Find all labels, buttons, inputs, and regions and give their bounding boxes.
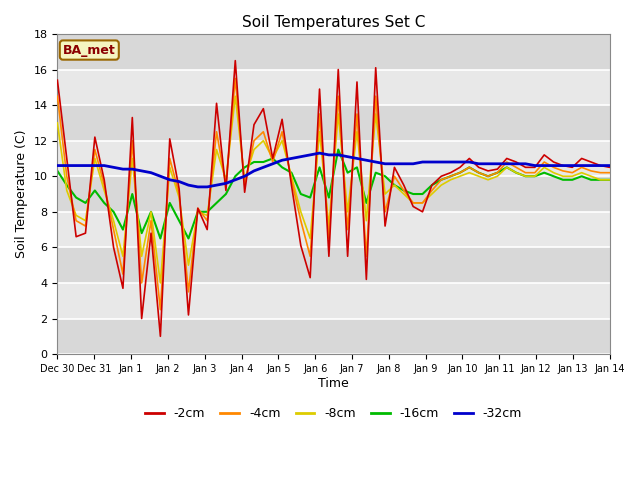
-32cm [204, 184, 211, 190]
-2cm [232, 58, 239, 63]
Text: BA_met: BA_met [63, 44, 116, 57]
Bar [58, 176, 610, 212]
-32cm [194, 184, 202, 190]
-8cm [54, 120, 61, 126]
-4cm [204, 218, 211, 224]
-16cm [204, 209, 211, 215]
-32cm [606, 163, 614, 168]
Bar [58, 247, 610, 283]
-8cm [157, 280, 164, 286]
Line: -4cm: -4cm [58, 78, 610, 310]
-16cm [250, 159, 258, 165]
-2cm [157, 334, 164, 339]
Line: -16cm: -16cm [58, 150, 610, 239]
Bar [58, 70, 610, 105]
-8cm [204, 213, 211, 218]
Bar [58, 212, 610, 247]
-4cm [54, 93, 61, 99]
-32cm [147, 170, 155, 176]
-2cm [260, 106, 268, 111]
-32cm [241, 173, 248, 179]
Line: -2cm: -2cm [58, 60, 610, 336]
-2cm [606, 165, 614, 170]
-2cm [54, 77, 61, 83]
Bar [58, 319, 610, 354]
-32cm [54, 163, 61, 168]
-32cm [250, 168, 258, 174]
X-axis label: Time: Time [318, 377, 349, 390]
Line: -8cm: -8cm [58, 96, 610, 283]
Bar [58, 105, 610, 141]
-16cm [241, 165, 248, 170]
-16cm [54, 168, 61, 174]
-8cm [606, 177, 614, 183]
Bar [58, 283, 610, 319]
Bar [58, 141, 610, 176]
-16cm [419, 191, 426, 197]
-32cm [222, 180, 230, 186]
-16cm [157, 236, 164, 241]
-16cm [606, 177, 614, 183]
-16cm [222, 191, 230, 197]
-4cm [222, 182, 230, 188]
-8cm [232, 93, 239, 99]
Legend: -2cm, -4cm, -8cm, -16cm, -32cm: -2cm, -4cm, -8cm, -16cm, -32cm [140, 402, 527, 425]
-4cm [250, 138, 258, 144]
-4cm [260, 129, 268, 135]
-4cm [147, 218, 155, 224]
-2cm [204, 227, 211, 232]
-4cm [419, 200, 426, 206]
-4cm [606, 170, 614, 176]
-2cm [147, 230, 155, 236]
-16cm [335, 147, 342, 153]
-8cm [250, 147, 258, 153]
-4cm [157, 307, 164, 312]
-4cm [232, 75, 239, 81]
-2cm [250, 122, 258, 128]
-8cm [419, 200, 426, 206]
-8cm [260, 138, 268, 144]
Y-axis label: Soil Temperature (C): Soil Temperature (C) [15, 130, 28, 258]
-16cm [147, 209, 155, 215]
-8cm [222, 177, 230, 183]
Bar [58, 34, 610, 70]
-32cm [419, 159, 426, 165]
Line: -32cm: -32cm [58, 153, 610, 187]
-2cm [222, 188, 230, 193]
-32cm [316, 150, 323, 156]
Title: Soil Temperatures Set C: Soil Temperatures Set C [242, 15, 425, 30]
-8cm [147, 209, 155, 215]
-2cm [419, 209, 426, 215]
